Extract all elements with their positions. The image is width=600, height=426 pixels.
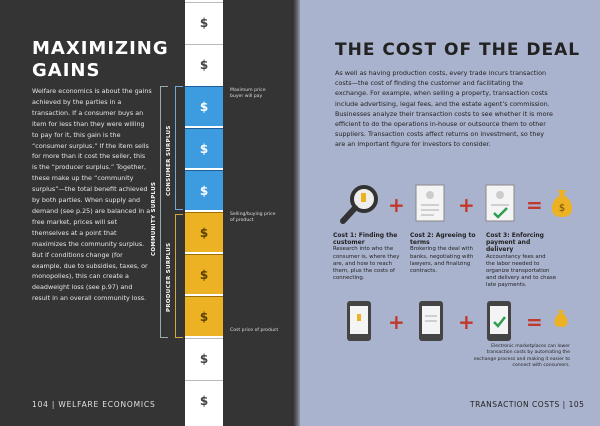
producer-dollar-cell: $ [185,296,223,336]
consumer-dollar-cell: $ [185,86,223,126]
cost-1-title: Cost 1: Finding the customer [333,232,398,247]
money-column: $ $ $ $ $ $ $ $ $ $ [185,0,223,426]
cost-3-title: Cost 3: Enforcing payment and delivery [486,232,544,254]
consumer-dollar-cell: $ [185,128,223,168]
left-body-text: Welfare economics is about the gains ach… [32,87,152,303]
community-bracket [160,86,168,338]
dollar-cell: $ [185,380,223,420]
book-spine [292,0,300,426]
plus-icon: + [458,193,475,217]
community-surplus-label: COMMUNITY SURPLUS [151,181,157,256]
smartphone-check-icon [487,301,511,341]
plus-icon: + [388,310,405,334]
producer-surplus-label: PRODUCER SURPLUS [166,242,172,312]
consumer-dollar-cell: $ [185,170,223,210]
smartphone-icon [347,301,371,341]
equals-icon: = [526,310,543,334]
right-footer: TRANSACTION COSTS | 105 [470,400,585,409]
right-page [295,0,600,426]
producer-dollar-cell: $ [185,212,223,252]
left-title-line2: GAINS [32,60,101,81]
selling-price-annotation: Selling/buying price of product [230,212,276,223]
plus-icon: + [458,310,475,334]
plus-icon: + [388,193,405,217]
money-bag-icon: $ [551,190,573,217]
left-title: MAXIMIZING GAINS [32,38,182,82]
equals-icon: = [526,193,543,217]
left-title-line1: MAXIMIZING [32,38,169,59]
cost-2-text: Brokering the deal with banks, negotiati… [410,246,474,275]
dollar-cell: $ [185,338,223,378]
cost-2-title: Cost 2: Agreeing to terms [410,232,476,247]
left-footer: 104 | WELFARE ECONOMICS [32,400,156,409]
smartphone-document-icon [419,301,443,341]
small-money-bag-icon [554,310,568,327]
dollar-cell: $ [185,2,223,42]
signed-document-icon [485,184,515,222]
cost-price-annotation: Cost price of product [230,328,279,333]
right-body-text: As well as having production costs, ever… [335,69,553,149]
consumer-bracket [175,86,183,210]
right-title: THE COST OF THE DEAL [335,40,581,60]
cost-3-text: Accountancy fees and the labor needed to… [486,253,557,289]
cost-1: Cost 1: Finding the customer Research in… [333,232,403,282]
magnifier-icon [340,185,378,224]
cost-2: Cost 2: Agreeing to terms Brokering the … [410,232,480,275]
consumer-surplus-label: CONSUMER SURPLUS [166,125,172,196]
max-price-annotation: Maximum price buyer will pay [230,88,266,99]
left-page [0,0,295,426]
cost-3: Cost 3: Enforcing payment and delivery A… [486,232,556,290]
svg-text:$: $ [559,203,565,214]
dollar-cell: $ [185,44,223,84]
marketplace-note: Electronic marketplaces can lower transa… [473,344,570,368]
producer-dollar-cell: $ [185,254,223,294]
document-icon [415,184,445,222]
cost-1-text: Research into who the consumer is, where… [333,246,400,282]
producer-bracket [175,214,183,338]
